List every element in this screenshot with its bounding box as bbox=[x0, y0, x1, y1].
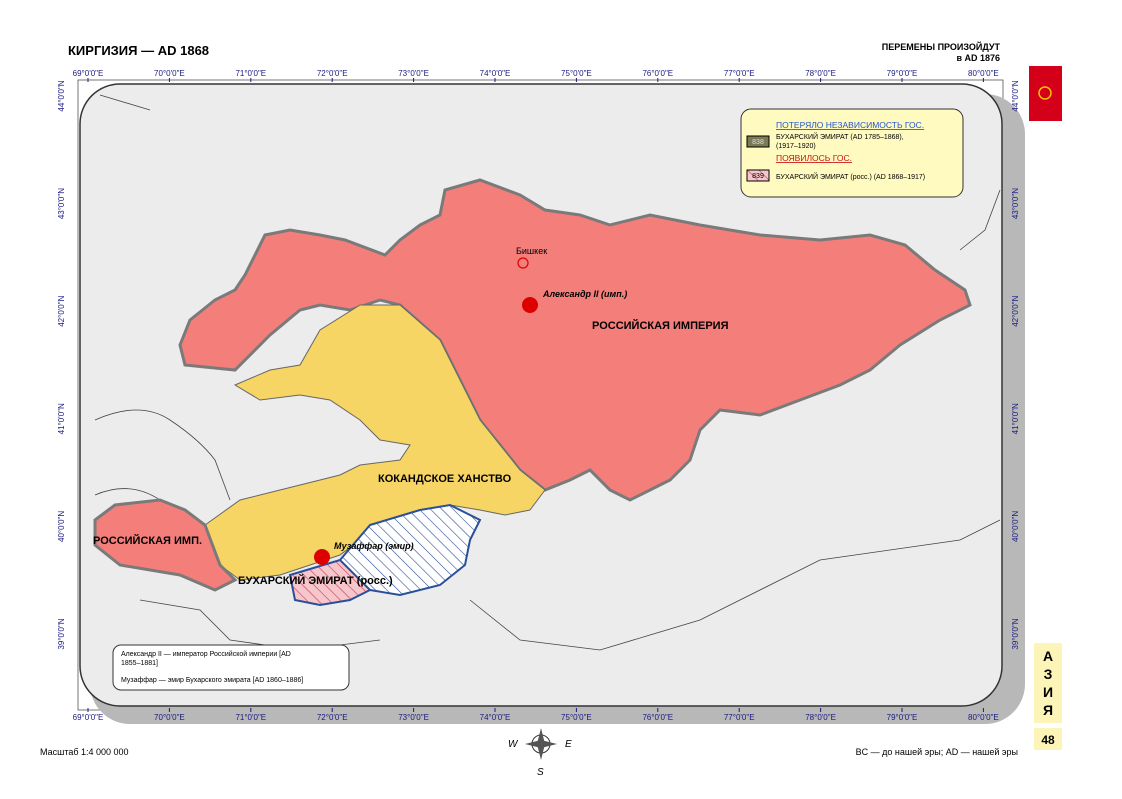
lon-label: 70°0'0"E bbox=[154, 713, 185, 722]
lon-label: 80°0'0"E bbox=[968, 69, 999, 78]
title: КИРГИЗИЯ — AD 1868 bbox=[68, 43, 209, 58]
note: Музаффар — эмир Бухарского эмирата [AD 1… bbox=[121, 677, 303, 684]
lon-label: 69°0'0"E bbox=[73, 713, 104, 722]
lat-label: 40°0'0"N bbox=[1011, 511, 1020, 542]
legend-code: 839 bbox=[752, 173, 764, 180]
legend-text: БУХАРСКИЙ ЭМИРАТ (росс.) (AD 1868–1917) bbox=[776, 172, 925, 181]
side-box bbox=[1034, 643, 1062, 723]
lat-label: 41°0'0"N bbox=[57, 403, 66, 434]
notes bbox=[112, 644, 350, 691]
lon-label: 78°0'0"E bbox=[805, 69, 836, 78]
lat-label: 41°0'0"N bbox=[1011, 403, 1020, 434]
lon-label: 72°0'0"E bbox=[317, 713, 348, 722]
russia-west bbox=[93, 498, 238, 592]
lon-label: 69°0'0"E bbox=[73, 69, 104, 78]
lon-label: 75°0'0"E bbox=[561, 713, 592, 722]
lon-label: 71°0'0"E bbox=[235, 69, 266, 78]
flag bbox=[1029, 66, 1062, 121]
lon-label: 76°0'0"E bbox=[642, 69, 673, 78]
legend-heading: ПОТЕРЯЛО НЕЗАВИСИМОСТЬ ГОС. bbox=[776, 120, 924, 130]
ruler-icon bbox=[522, 297, 538, 313]
bukhara-new bbox=[288, 558, 372, 607]
flag-emblem bbox=[1038, 86, 1052, 100]
lat-label: 39°0'0"N bbox=[1011, 618, 1020, 649]
ruler-label: Музаффар (эмир) bbox=[334, 541, 414, 551]
page-number: 48 bbox=[1041, 733, 1055, 747]
lon-label: 79°0'0"E bbox=[887, 713, 918, 722]
lat-label: 44°0'0"N bbox=[57, 80, 66, 111]
lat-label: 43°0'0"N bbox=[1011, 188, 1020, 219]
region-label: БУХАРСКИЙ ЭМИРАТ (росс.) bbox=[238, 574, 393, 587]
legend-swatch bbox=[746, 135, 770, 148]
side-letter: И bbox=[1043, 684, 1053, 700]
lon-label: 77°0'0"E bbox=[724, 69, 755, 78]
changes: в AD 1876 bbox=[956, 53, 1000, 63]
compass bbox=[525, 728, 557, 760]
legend-text: БУХАРСКИЙ ЭМИРАТ (AD 1785–1868), bbox=[776, 132, 904, 141]
note: Александр II — император Российской импе… bbox=[121, 650, 291, 658]
legend-heading: ПОЯВИЛОСЬ ГОС. bbox=[776, 153, 852, 163]
lat-label: 42°0'0"N bbox=[57, 295, 66, 326]
legend-code: 838 bbox=[752, 139, 764, 146]
ruler-label: Александр II (имп.) bbox=[542, 289, 627, 299]
lon-label: 79°0'0"E bbox=[887, 69, 918, 78]
side-letter: Я bbox=[1043, 702, 1053, 718]
legend bbox=[740, 108, 964, 198]
changes: ПЕРЕМЕНЫ ПРОИЗОЙДУТ bbox=[882, 41, 1001, 52]
region-label: РОССИЙСКАЯ ИМП. bbox=[93, 534, 202, 547]
era-note: BC — до нашей эры; AD — нашей эры bbox=[856, 747, 1018, 757]
lon-label: 70°0'0"E bbox=[154, 69, 185, 78]
scale: Масштаб 1:4 000 000 bbox=[40, 747, 129, 757]
region-label: РОССИЙСКАЯ ИМПЕРИЯ bbox=[592, 319, 729, 332]
side-letter: З bbox=[1044, 666, 1053, 682]
lat-label: 44°0'0"N bbox=[1011, 80, 1020, 111]
compass-letter: W bbox=[508, 739, 519, 750]
lon-label: 73°0'0"E bbox=[398, 69, 429, 78]
legend-text: (1917–1920) bbox=[776, 143, 816, 150]
compass-letter: S bbox=[537, 767, 544, 778]
lon-label: 73°0'0"E bbox=[398, 713, 429, 722]
city-marker bbox=[517, 257, 529, 269]
note: 1855–1881] bbox=[121, 660, 158, 667]
lon-label: 75°0'0"E bbox=[561, 69, 592, 78]
lon-label: 77°0'0"E bbox=[724, 713, 755, 722]
lon-label: 74°0'0"E bbox=[480, 69, 511, 78]
legend-swatch bbox=[746, 169, 770, 182]
lon-label: 72°0'0"E bbox=[317, 69, 348, 78]
lat-label: 40°0'0"N bbox=[57, 511, 66, 542]
lon-label: 80°0'0"E bbox=[968, 713, 999, 722]
side-letter: А bbox=[1043, 648, 1053, 664]
lon-label: 76°0'0"E bbox=[642, 713, 673, 722]
city-label: Бишкек bbox=[516, 246, 547, 256]
compass-letter: E bbox=[565, 739, 572, 750]
lat-label: 42°0'0"N bbox=[1011, 295, 1020, 326]
lon-label: 74°0'0"E bbox=[480, 713, 511, 722]
lon-label: 78°0'0"E bbox=[805, 713, 836, 722]
region-label: КОКАНДСКОЕ ХАНСТВО bbox=[378, 473, 512, 485]
lat-label: 39°0'0"N bbox=[57, 618, 66, 649]
lat-label: 43°0'0"N bbox=[57, 188, 66, 219]
page-box bbox=[1034, 728, 1062, 750]
lon-label: 71°0'0"E bbox=[235, 713, 266, 722]
ruler-icon bbox=[314, 549, 330, 565]
